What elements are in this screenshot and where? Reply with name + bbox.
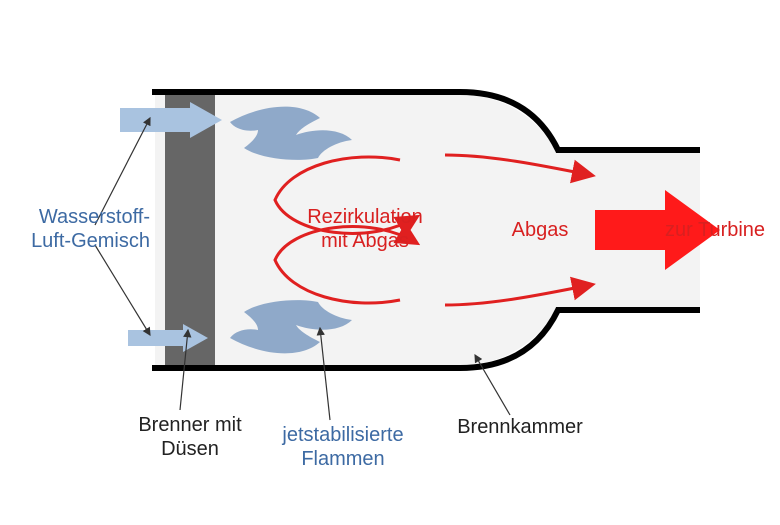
label-flames: jetstabilisierteFlammen (258, 423, 428, 471)
leader-inlet-bottom (95, 245, 150, 335)
label-to-turbine: zur Turbine (665, 218, 780, 242)
label-burner: Brenner mitDüsen (120, 413, 260, 461)
label-recirc: Rezirkulationmit Abgas (285, 205, 445, 253)
label-chamber: Brennkammer (445, 415, 595, 439)
label-exhaust: Abgas (495, 218, 585, 242)
label-inlet: Wasserstoff-Luft-Gemisch (0, 205, 150, 253)
